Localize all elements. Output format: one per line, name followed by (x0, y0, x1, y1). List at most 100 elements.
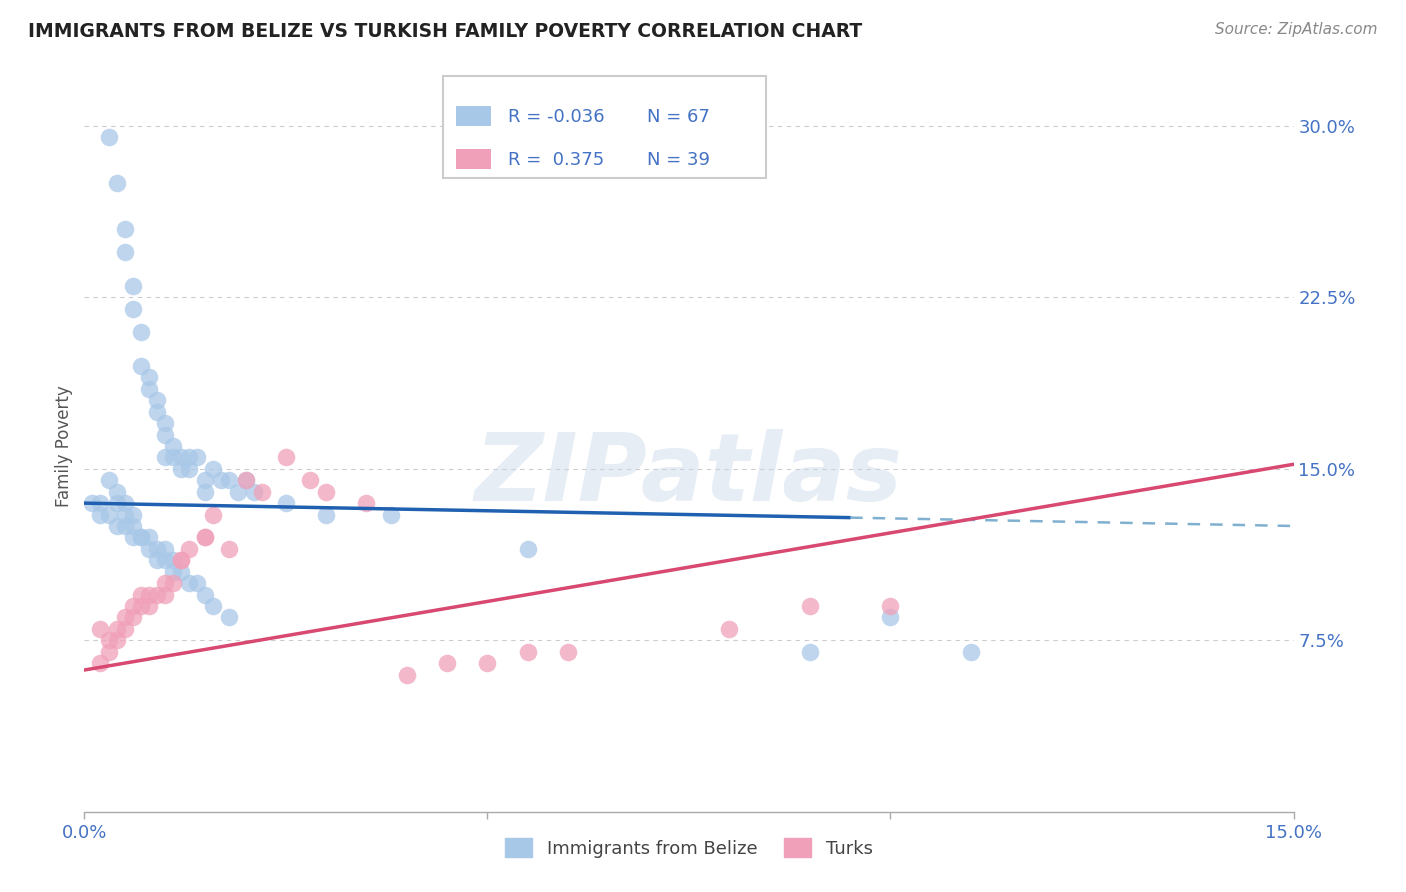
Point (129, 359, 152, 373)
Point (516, 541, 538, 556)
Point (179, 462, 201, 476)
Bar (456, 149, 491, 169)
Point (274, 450, 297, 465)
Point (242, 484, 264, 499)
Point (138, 541, 160, 556)
Point (138, 382, 160, 396)
Point (202, 462, 225, 476)
Point (516, 645, 538, 659)
Point (170, 553, 193, 567)
Point (153, 588, 176, 602)
Point (153, 427, 176, 442)
Point (436, 656, 458, 670)
Point (153, 416, 176, 430)
Point (153, 553, 176, 567)
Point (97, 645, 120, 659)
Text: IMMIGRANTS FROM BELIZE VS TURKISH FAMILY POVERTY CORRELATION CHART: IMMIGRANTS FROM BELIZE VS TURKISH FAMILY… (28, 22, 862, 41)
Point (89, 656, 111, 670)
Point (146, 541, 169, 556)
Point (162, 450, 184, 465)
Bar (456, 106, 491, 126)
Point (121, 508, 143, 522)
Point (179, 576, 201, 591)
Point (218, 541, 240, 556)
Point (114, 222, 136, 236)
Point (105, 176, 128, 190)
Point (129, 588, 152, 602)
Point (186, 450, 208, 465)
Y-axis label: Family Poverty: Family Poverty (55, 385, 73, 507)
Point (194, 484, 217, 499)
Point (97, 130, 120, 145)
Point (138, 588, 160, 602)
Point (218, 473, 240, 487)
Point (105, 496, 128, 510)
Point (146, 405, 169, 419)
Point (218, 610, 240, 624)
Point (194, 530, 217, 544)
Point (315, 484, 337, 499)
Point (250, 484, 273, 499)
Point (121, 599, 143, 613)
Point (114, 244, 136, 259)
Point (138, 370, 160, 384)
Point (121, 301, 143, 316)
Point (114, 610, 136, 624)
Point (105, 519, 128, 533)
Point (89, 508, 111, 522)
Point (146, 553, 169, 567)
Point (121, 519, 143, 533)
Point (235, 473, 257, 487)
Point (194, 473, 217, 487)
Point (274, 496, 297, 510)
Point (121, 610, 143, 624)
Point (105, 622, 128, 636)
Point (129, 325, 152, 339)
Text: R =  0.375: R = 0.375 (508, 151, 603, 169)
Point (105, 633, 128, 648)
Point (105, 484, 128, 499)
Point (153, 450, 176, 465)
Point (960, 645, 983, 659)
Point (299, 473, 322, 487)
Point (194, 530, 217, 544)
Point (194, 588, 217, 602)
Point (557, 645, 579, 659)
Text: N = 39: N = 39 (647, 151, 710, 169)
Legend: Immigrants from Belize, Turks: Immigrants from Belize, Turks (498, 831, 880, 865)
Point (226, 484, 249, 499)
Point (477, 656, 499, 670)
Point (202, 508, 225, 522)
Point (162, 439, 184, 453)
Point (718, 622, 741, 636)
Point (315, 508, 337, 522)
Point (121, 279, 143, 293)
Point (129, 530, 152, 544)
Point (356, 496, 378, 510)
Point (235, 473, 257, 487)
Point (89, 496, 111, 510)
Point (179, 541, 201, 556)
Point (170, 565, 193, 579)
Text: N = 67: N = 67 (647, 108, 710, 126)
Point (89, 622, 111, 636)
Point (170, 462, 193, 476)
Text: Source: ZipAtlas.com: Source: ZipAtlas.com (1215, 22, 1378, 37)
Point (114, 622, 136, 636)
Point (799, 645, 821, 659)
Text: R = -0.036: R = -0.036 (508, 108, 605, 126)
Point (82, 496, 104, 510)
Point (162, 576, 184, 591)
Point (146, 393, 169, 408)
Point (799, 599, 821, 613)
Point (114, 496, 136, 510)
Point (879, 610, 901, 624)
Point (170, 450, 193, 465)
Point (186, 576, 208, 591)
Point (97, 508, 120, 522)
Point (170, 553, 193, 567)
Point (153, 576, 176, 591)
Point (162, 553, 184, 567)
Point (129, 599, 152, 613)
Point (114, 519, 136, 533)
